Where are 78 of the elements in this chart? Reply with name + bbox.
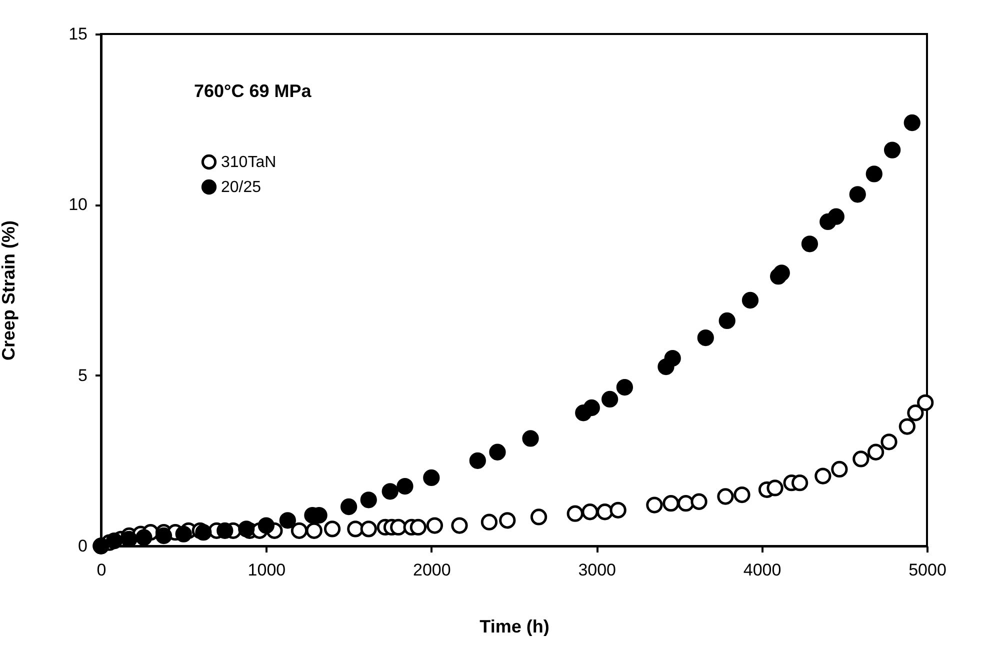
point: [866, 166, 882, 182]
point: [596, 504, 614, 520]
point: [646, 496, 663, 514]
point: [324, 520, 341, 538]
point: [766, 480, 784, 496]
point: [601, 390, 618, 408]
point: [423, 469, 440, 486]
point: [898, 418, 916, 435]
point: [734, 486, 750, 504]
point: [451, 517, 468, 534]
legend-label: 310TaN: [221, 154, 276, 171]
point: [582, 504, 598, 520]
point: [279, 512, 296, 529]
point: [347, 520, 364, 538]
point: [238, 520, 255, 538]
point: [480, 514, 498, 530]
point: [390, 518, 407, 536]
point: [340, 498, 358, 516]
point: [306, 522, 322, 539]
point: [136, 529, 152, 546]
point: [677, 495, 694, 512]
point: [880, 434, 898, 450]
point: [662, 495, 680, 512]
x-tick-label: 4000: [743, 560, 782, 580]
point: [216, 522, 234, 539]
x-tick-label: 1000: [248, 560, 286, 580]
point: [904, 114, 920, 132]
point: [791, 474, 808, 492]
point: [290, 522, 308, 539]
x-axis-title: Time (h): [480, 616, 550, 636]
y-tick-label: 5: [78, 366, 88, 385]
legend-label: 20/25: [221, 179, 262, 196]
x-tick-label: 0: [96, 560, 106, 580]
point: [426, 517, 444, 534]
point: [664, 350, 681, 367]
x-tick-label: 5000: [908, 560, 946, 580]
point: [849, 186, 866, 203]
point: [852, 450, 870, 468]
point: [867, 444, 884, 460]
point: [499, 512, 516, 529]
point: [155, 527, 172, 544]
point: [814, 468, 832, 484]
point: [742, 292, 759, 309]
point: [610, 502, 626, 518]
point: [831, 460, 848, 478]
y-axis-title: Creep Strain (%): [0, 220, 19, 361]
x-tick-label: 2000: [412, 560, 451, 580]
y-tick-label: 15: [68, 24, 88, 44]
y-tick-label: 10: [68, 195, 88, 214]
annotation: 760°C 69 MPa: [194, 81, 312, 101]
x-tick-label: 3000: [578, 560, 616, 580]
point: [907, 404, 924, 422]
point: [360, 492, 377, 508]
point: [917, 394, 934, 411]
point: [489, 444, 506, 460]
point: [258, 517, 275, 534]
point: [175, 526, 192, 542]
point: [718, 312, 736, 330]
point: [717, 488, 734, 505]
point: [566, 505, 584, 522]
point: [396, 478, 414, 495]
point: [522, 430, 539, 447]
point: [530, 508, 548, 526]
point: [583, 399, 600, 416]
point: [616, 378, 634, 396]
point: [195, 524, 212, 541]
point: [697, 329, 714, 346]
point: [382, 483, 398, 500]
point: [690, 493, 708, 510]
point: [884, 142, 901, 158]
point: [773, 264, 790, 282]
point: [360, 520, 377, 538]
point: [410, 518, 427, 536]
point: [469, 452, 486, 469]
point: [801, 236, 818, 252]
y-tick-label: 0: [78, 536, 88, 556]
point: [828, 208, 844, 225]
point: [106, 532, 123, 550]
